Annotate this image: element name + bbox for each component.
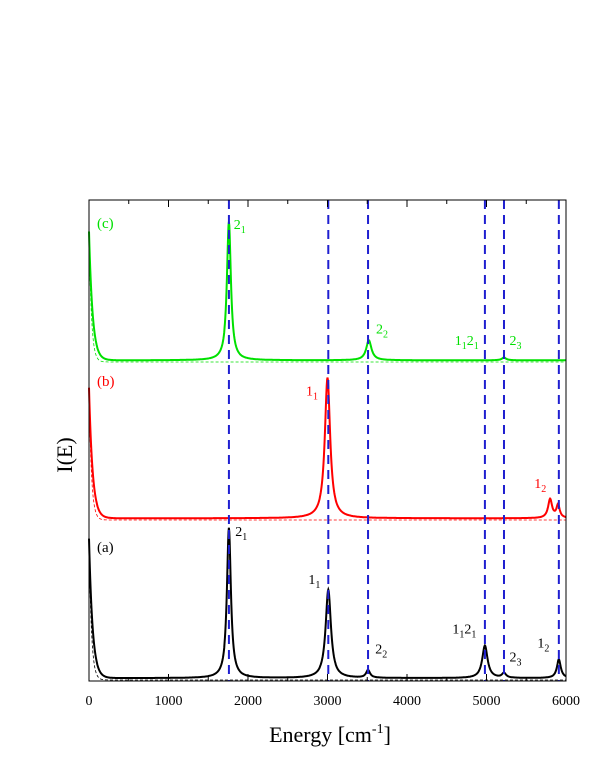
peak-annotation: 21 xyxy=(235,525,247,543)
panel-label: (b) xyxy=(97,374,115,390)
peak-annotation: 22 xyxy=(375,643,387,661)
x-axis-ticks: 0 1000 2000 3000 4000 5000 6000 xyxy=(86,200,580,709)
x-axis-title: Energy [cm-1] xyxy=(269,722,391,747)
panel-labels: (a) (b) (c) xyxy=(97,216,115,556)
x-tick-label: 6000 xyxy=(552,694,580,709)
peak-annotations: 21 11 22 1121 23 12 11 12 21 22 1121 23 xyxy=(234,218,550,668)
x-tick-label: 1000 xyxy=(155,694,183,709)
peak-annotation: 23 xyxy=(510,334,522,352)
peak-annotation: 11 xyxy=(308,573,320,591)
peak-annotation: 12 xyxy=(534,477,546,495)
spectrum-curve xyxy=(88,221,566,362)
vertical-reference-lines xyxy=(227,200,560,681)
peak-annotation: 1121 xyxy=(455,334,479,352)
peak-annotation: 11 xyxy=(306,384,318,402)
x-tick-label: 0 xyxy=(86,694,93,709)
x-tick-label: 3000 xyxy=(314,694,342,709)
spectrum-component-dashed xyxy=(88,233,566,363)
x-tick-label: 2000 xyxy=(234,694,262,709)
panel-label: (a) xyxy=(97,540,114,556)
peak-annotation: 21 xyxy=(234,218,246,236)
peak-annotation: 1121 xyxy=(452,623,476,641)
spectrum-curve xyxy=(88,377,567,520)
x-tick-label: 5000 xyxy=(473,694,501,709)
peak-annotation: 22 xyxy=(376,322,388,340)
peak-annotation: 23 xyxy=(510,650,522,668)
peak-annotation: 12 xyxy=(537,637,549,655)
panel-label: (c) xyxy=(97,216,114,232)
x-tick-label: 4000 xyxy=(393,694,421,709)
spectrum-component-dashed xyxy=(88,389,566,521)
y-axis-title: I(E) xyxy=(52,437,77,472)
